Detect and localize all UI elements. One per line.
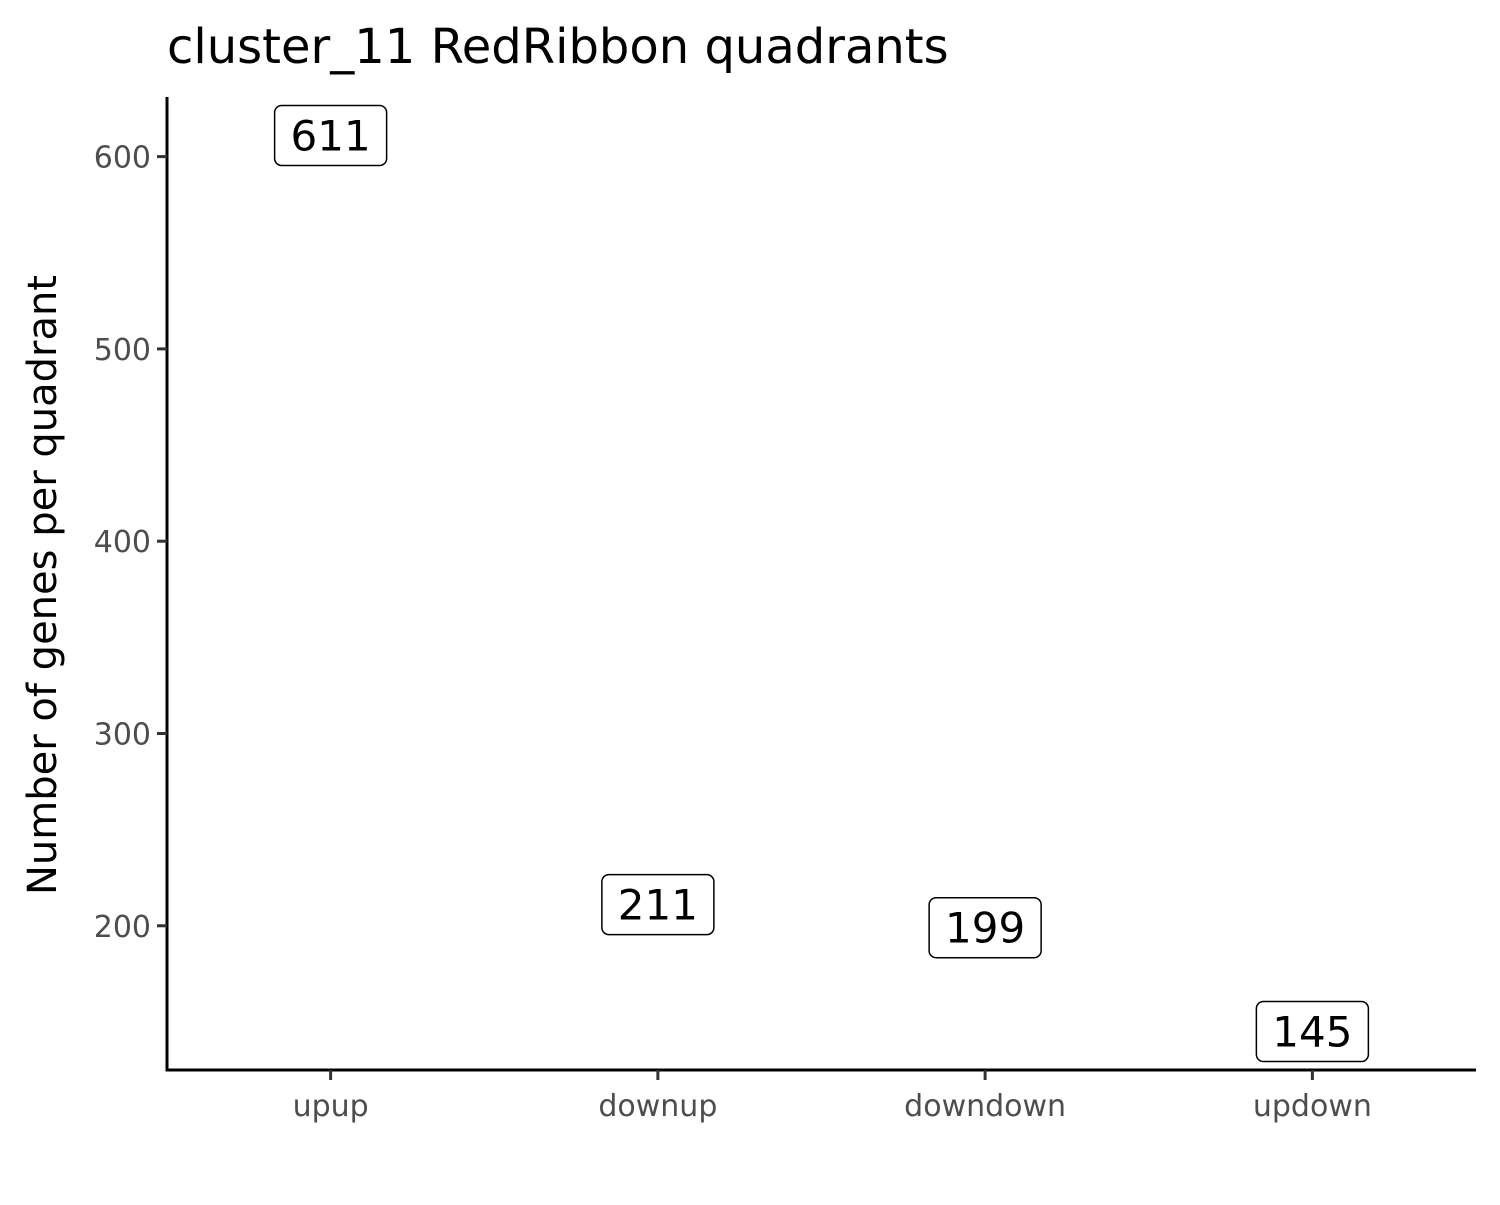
y-tick-label-200: 200 [94,910,151,945]
data-label-box-updown [1255,1000,1370,1063]
chart-title: cluster_11 RedRibbon quadrants [167,19,949,75]
data-point-upup: 611 [273,104,388,167]
data-label-box-upup [273,104,388,167]
x-axis-ticks: upup downup downdown updown [293,1070,1372,1124]
data-point-downdown: 199 [928,896,1042,959]
data-label-updown: 145 [1272,1008,1352,1057]
x-tick-label-downup: downup [598,1089,717,1124]
data-labels-group: 611 211 199 145 [273,104,1370,1063]
y-axis-label: Number of genes per quadrant [20,275,66,895]
data-label-box-downup [601,873,715,936]
data-label-downup: 211 [618,881,698,930]
x-tick-label-updown: updown [1253,1089,1372,1124]
y-axis-ticks: 200 300 400 500 600 [94,141,167,945]
data-label-downdown: 199 [945,904,1025,953]
data-point-updown: 145 [1255,1000,1370,1063]
x-tick-label-upup: upup [293,1089,369,1124]
y-tick-label-600: 600 [94,141,151,176]
data-point-downup: 211 [601,873,715,936]
x-tick-label-downdown: downdown [904,1089,1066,1124]
y-tick-label-300: 300 [94,717,151,752]
y-tick-label-400: 400 [94,525,151,560]
data-label-upup: 611 [291,111,371,160]
y-tick-label-500: 500 [94,333,151,368]
data-label-box-downdown [928,896,1042,959]
